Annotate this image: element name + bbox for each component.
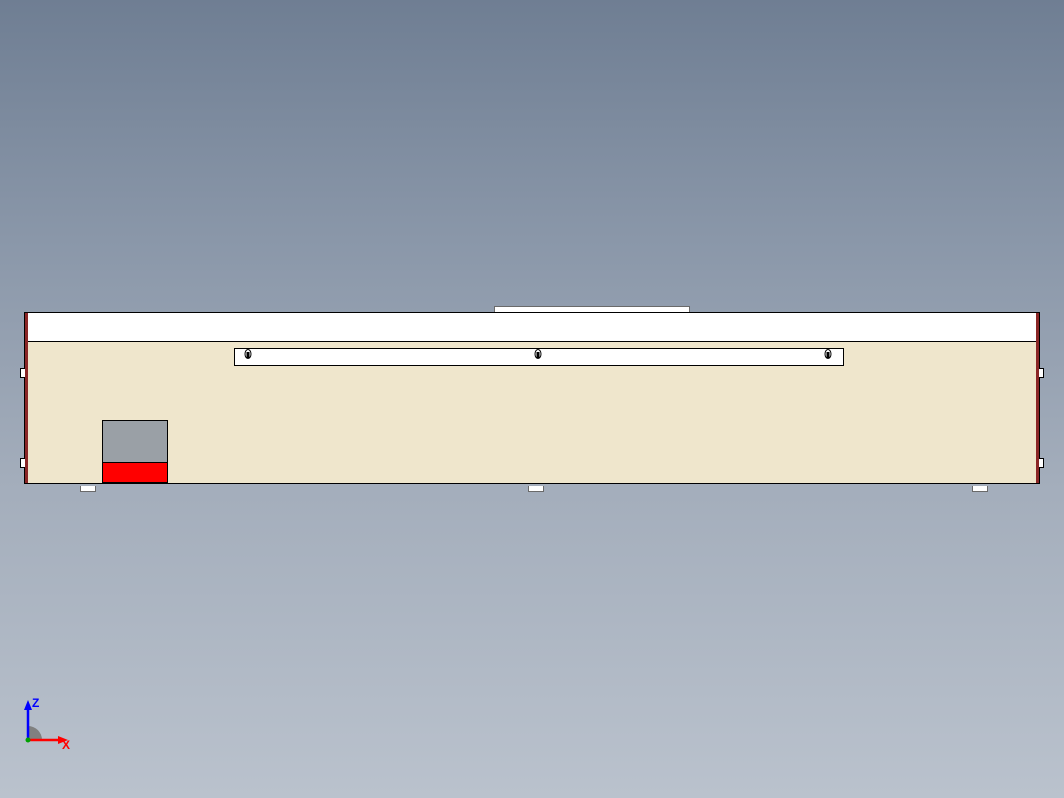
axis-triad-svg [18, 700, 68, 750]
foot-right [972, 486, 988, 492]
axis-origin [28, 726, 42, 740]
model-assembly [24, 312, 1040, 486]
rail-clip-left [244, 349, 252, 364]
foot-center [528, 486, 544, 492]
x-axis-label: X [62, 738, 70, 752]
foot-left [80, 486, 96, 492]
rail-clip-right [824, 349, 832, 364]
inset-box-top [102, 420, 168, 463]
z-axis-label: Z [32, 696, 39, 710]
inset-box-bottom [102, 462, 168, 483]
y-axis-dot [26, 738, 31, 743]
rail-clip-center [534, 349, 542, 364]
top-band [28, 313, 1036, 342]
side-tab-right-upper [1039, 368, 1044, 378]
axis-triad[interactable]: Z X [18, 700, 68, 750]
side-tab-left-upper [20, 368, 25, 378]
cad-viewport[interactable]: Z X [0, 0, 1064, 798]
side-tab-left-lower [20, 458, 25, 468]
top-center-tab [494, 306, 690, 312]
z-axis-arrow [24, 700, 32, 710]
side-tab-right-lower [1039, 458, 1044, 468]
